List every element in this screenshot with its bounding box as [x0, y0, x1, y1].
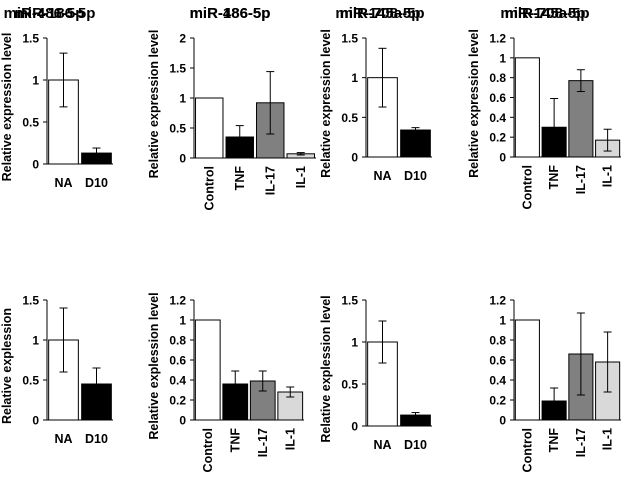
x-category-label: Control [202, 166, 216, 210]
x-category-label: IL-1 [601, 428, 615, 450]
chart-panel-3: miR-708-5p Relative expression level 0 0.5 1… [319, 5, 432, 183]
x-category-label: D10 [404, 169, 427, 183]
y-tick-label: 1.2 [489, 32, 506, 46]
bar-control [195, 97, 224, 159]
y-tick-label: 0.5 [341, 378, 358, 392]
chart-title: miR-708-5p [505, 5, 586, 22]
y-tick-label: 1 [179, 92, 186, 106]
x-category-label: Control [201, 428, 215, 472]
y-tick-label: 0.6 [169, 354, 186, 368]
chart-panel-5: miR-186-5p Relative explession 0 0.5 1 1.5 NA D… [0, 5, 113, 446]
y-tick-label: 0.6 [489, 354, 506, 368]
chart-panel-7: miR-145a-5p Relative explession level 0 0.5… [319, 5, 432, 452]
x-category-label: NA [54, 432, 72, 446]
y-tick-label: 1.5 [22, 32, 39, 46]
x-category-label: IL-1 [283, 428, 297, 450]
y-tick-label: 0.4 [489, 374, 506, 388]
chart-title: miR-186-5p [190, 5, 271, 22]
y-tick-label: 0.2 [489, 394, 506, 408]
y-tick-label: 0.8 [489, 71, 506, 85]
y-tick-label: 0 [179, 414, 186, 428]
y-tick-label: 1 [351, 71, 358, 85]
y-tick-label: 0.4 [169, 374, 186, 388]
x-category-label: TNF [547, 428, 561, 453]
x-category-label: IL-1 [294, 166, 308, 188]
bar-control [514, 57, 540, 158]
y-tick-label: 1 [179, 314, 186, 328]
y-tick-label: 0 [179, 152, 186, 166]
x-category-label: TNF [228, 428, 242, 453]
y-tick-label: 0.4 [489, 111, 506, 125]
bar-control [514, 319, 540, 421]
y-tick-label: 0.2 [169, 394, 186, 408]
y-tick-label: 1 [499, 51, 506, 65]
x-category-label: D10 [85, 176, 108, 190]
y-tick-label: 0.6 [489, 91, 506, 105]
x-category-label: IL-17 [574, 165, 588, 194]
y-tick-label: 0.5 [169, 122, 186, 136]
y-tick-label: 2 [179, 32, 186, 46]
x-category-label: TNF [547, 165, 561, 190]
y-tick-label: 1.5 [341, 32, 358, 46]
y-tick-label: 0.2 [489, 131, 506, 145]
chart-panel-6: miR-186-5p Relative explession level 0 0.2 0… [147, 5, 304, 472]
y-tick-label: 1 [351, 336, 358, 350]
x-category-label: Control [520, 165, 534, 209]
y-tick-label: 0.5 [22, 116, 39, 130]
x-category-label: IL-17 [256, 428, 270, 457]
y-tick-label: 1 [32, 334, 39, 348]
chart-title: miR-145a-5p [335, 5, 424, 22]
chart-title: miR-708-5p [340, 5, 421, 22]
chart-title: miR-486-5p [4, 5, 85, 22]
x-category-label: NA [373, 438, 391, 452]
y-tick-label: 0 [499, 151, 506, 165]
y-axis-label: Relative expression level [467, 29, 481, 178]
y-tick-label: 1.5 [22, 294, 39, 308]
y-tick-label: 0.5 [341, 111, 358, 125]
bar-il17 [568, 80, 594, 158]
y-tick-label: 1 [499, 314, 506, 328]
bar-d10 [400, 129, 431, 158]
y-tick-label: 0.5 [22, 374, 39, 388]
bar-control [194, 319, 221, 421]
x-category-label: IL-1 [601, 165, 615, 187]
y-axis-label: Relative expression level [319, 29, 333, 178]
y-tick-label: 0 [32, 414, 39, 428]
y-tick-label: 0.8 [489, 334, 506, 348]
y-axis-label: Relative explession [0, 308, 14, 424]
y-tick-label: 0 [32, 158, 39, 172]
y-tick-label: 0 [351, 420, 358, 434]
y-tick-label: 0 [351, 151, 358, 165]
chart-title: miR-486-5p [190, 5, 271, 22]
y-axis-label: Relative explession level [147, 292, 161, 439]
x-category-label: IL-17 [263, 166, 277, 195]
chart-panel-8: miR-145a-5p 0 0.2 0.4 0.6 0.8 1 1.2 Control TNF IL… [489, 5, 621, 472]
y-axis-label: Relative expression level [147, 30, 161, 179]
x-category-label: NA [54, 176, 72, 190]
x-category-label: IL-17 [574, 428, 588, 457]
x-category-label: D10 [85, 432, 108, 446]
y-axis-label: Relative expression level [0, 33, 14, 182]
chart-panel-2: miR-486-5p Relative expression level 0 0.5 1… [147, 5, 316, 210]
chart-title: miR-145a-5p [500, 5, 589, 22]
chart-panel-4: miR-708-5p Relative expression level 0 0.2 0… [467, 5, 621, 209]
y-tick-label: 0.8 [169, 334, 186, 348]
y-tick-label: 1 [32, 74, 39, 88]
y-tick-label: 1.5 [341, 294, 358, 308]
x-category-label: Control [520, 428, 534, 472]
y-tick-label: 0 [499, 414, 506, 428]
y-tick-label: 1.5 [169, 62, 186, 76]
chart-title: miR-186-5p [15, 5, 96, 22]
chart-panel-1: miR-486-5p Relative expression level 0 0.5 1… [0, 5, 113, 190]
y-tick-label: 1.2 [169, 294, 186, 308]
x-category-label: TNF [233, 166, 247, 191]
y-axis-label: Relative explession level [319, 295, 333, 442]
y-tick-label: 1.2 [489, 294, 506, 308]
x-category-label: NA [373, 169, 391, 183]
bar-na [367, 77, 398, 158]
x-category-label: D10 [404, 438, 427, 452]
